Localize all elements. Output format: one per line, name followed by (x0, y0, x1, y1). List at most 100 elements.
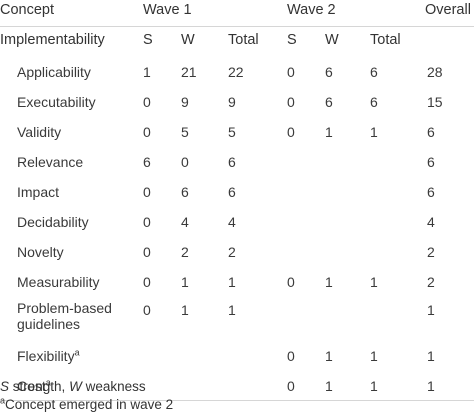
footnote-a-text: Concept emerged in wave 2 (5, 397, 174, 412)
row-label: Decidability (17, 212, 89, 232)
row-label-text: Impact (17, 184, 60, 200)
table-row: Executability 0 9 9 0 6 6 15 (0, 86, 474, 116)
row-label-text: Validity (17, 124, 62, 140)
cell-w2-w: 1 (325, 378, 333, 394)
table-body: Applicability 1 21 22 0 6 6 28 Executability 0 9 9 0… (0, 56, 474, 401)
row-label-footnote-marker: a (74, 347, 80, 358)
row-label-text: Problem-based guidelines (17, 300, 112, 332)
cell-overall: 2 (427, 244, 435, 260)
row-label-text: Applicability (17, 64, 91, 80)
cell-w1-s: 0 (143, 124, 151, 140)
table-footnotes: S strength, W weakness aConcept emerged … (0, 378, 173, 414)
footnote-a-marker: a (0, 395, 6, 406)
subheader-wave1-w: W (181, 32, 195, 48)
cell-w2-total: 1 (370, 124, 378, 140)
cell-w1-s: 0 (143, 244, 151, 260)
table-row: Measurability 0 1 1 0 1 1 2 (0, 266, 474, 296)
cell-w1-s: 1 (143, 64, 151, 80)
cell-w2-total: 1 (370, 348, 378, 364)
cell-w2-s: 0 (287, 124, 295, 140)
row-label: Costa (17, 376, 51, 396)
table-row: Costa 0 1 1 1 (0, 370, 474, 401)
cell-w2-w: 6 (325, 64, 333, 80)
cell-overall: 28 (427, 64, 443, 80)
cell-w1-s: 0 (143, 94, 151, 110)
cell-w1-total: 6 (228, 184, 236, 200)
subheader-wave2-s: S (287, 32, 297, 48)
table-row: Problem-based guidelines 0 1 1 1 (0, 296, 474, 340)
table-row: Validity 0 5 5 0 1 1 6 (0, 116, 474, 146)
cell-w1-total: 4 (228, 214, 236, 230)
row-label-text: Measurability (17, 274, 100, 290)
cell-w1-total: 6 (228, 154, 236, 170)
cell-w1-total: 2 (228, 244, 236, 260)
header-overall: Overall (425, 2, 471, 18)
cell-w2-s: 0 (287, 274, 295, 290)
table-header-row: Concept Wave 1 Wave 2 Overall (0, 0, 474, 27)
footnote-abbreviations: S strength, W weakness (0, 378, 173, 396)
cell-overall: 6 (427, 124, 435, 140)
header-wave1: Wave 1 (143, 2, 192, 18)
subheader-wave2-total: Total (370, 32, 401, 48)
subheader-wave1-s: S (143, 32, 153, 48)
cell-w1-s: 0 (143, 274, 151, 290)
cell-w1-w: 21 (181, 64, 197, 80)
cell-overall: 1 (427, 378, 435, 394)
cell-w1-total: 1 (228, 274, 236, 290)
row-label: Measurability (17, 272, 99, 292)
cell-w2-s: 0 (287, 94, 295, 110)
cell-w1-total: 22 (228, 64, 244, 80)
row-label-text: Relevance (17, 154, 84, 170)
table-subheader-row: Implementability S W Total S W Total (0, 27, 474, 56)
cell-w2-s: 0 (287, 64, 295, 80)
cell-w1-w: 9 (181, 94, 189, 110)
table-row: Applicability 1 21 22 0 6 6 28 (0, 56, 474, 86)
cell-w1-s: 0 (143, 184, 151, 200)
cell-overall: 6 (427, 154, 435, 170)
cell-w2-total: 6 (370, 94, 378, 110)
cell-w1-total: 5 (228, 124, 236, 140)
cell-w2-total: 1 (370, 378, 378, 394)
row-label: Impact (17, 182, 59, 202)
cell-w1-s: 6 (143, 154, 151, 170)
footnote-w-abbr: W (69, 379, 82, 394)
row-label: Novelty (17, 242, 64, 262)
cell-w2-total: 6 (370, 64, 378, 80)
cell-w1-w: 6 (181, 184, 189, 200)
cell-w1-w: 0 (181, 154, 189, 170)
group-label-implementability: Implementability (0, 32, 105, 48)
row-label-text: Novelty (17, 244, 64, 260)
row-label: Executability (17, 92, 96, 112)
footnote-wave2: aConcept emerged in wave 2 (0, 396, 173, 414)
header-concept: Concept (0, 2, 55, 18)
cell-overall: 1 (427, 348, 435, 364)
row-label-text: Decidability (17, 214, 89, 230)
row-label-text: Executability (17, 94, 96, 110)
row-label-text: Cost (17, 378, 46, 394)
table-row: Relevance 6 0 6 6 (0, 146, 474, 176)
cell-w2-w: 6 (325, 94, 333, 110)
row-label: Validity (17, 122, 61, 142)
row-label-text: Flexibility (17, 348, 75, 364)
row-label: Problem-based guidelines (17, 300, 137, 332)
row-label: Relevance (17, 152, 83, 172)
cell-overall: 15 (427, 94, 443, 110)
table-row: Novelty 0 2 2 2 (0, 236, 474, 266)
table-row: Flexibilitya 0 1 1 1 (0, 340, 474, 370)
cell-overall: 1 (427, 302, 435, 318)
row-label: Applicability (17, 62, 91, 82)
header-wave2: Wave 2 (287, 2, 336, 18)
cell-w2-s: 0 (287, 348, 295, 364)
cell-w1-s: 0 (143, 214, 151, 230)
cell-w2-w: 1 (325, 274, 333, 290)
cell-overall: 6 (427, 184, 435, 200)
concept-table: Concept Wave 1 Wave 2 Overall Implementa… (0, 0, 474, 401)
table-row: Decidability 0 4 4 4 (0, 206, 474, 236)
footnote-w-text: weakness (81, 379, 146, 394)
subheader-wave1-total: Total (228, 32, 259, 48)
row-label: Flexibilitya (17, 346, 80, 366)
cell-w1-total: 9 (228, 94, 236, 110)
footnote-s-abbr: S (0, 379, 10, 394)
cell-w1-w: 1 (181, 274, 189, 290)
subheader-wave2-w: W (325, 32, 339, 48)
